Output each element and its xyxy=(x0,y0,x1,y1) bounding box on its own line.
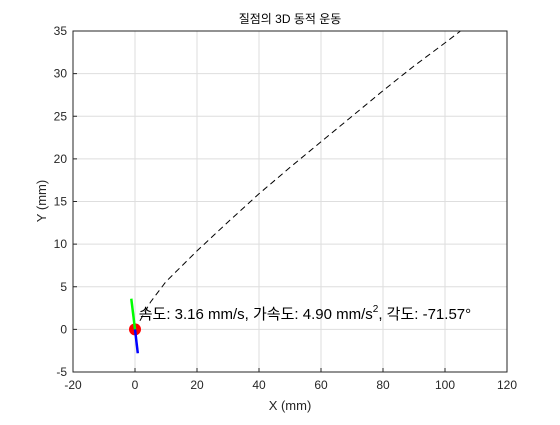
x-tick-label: 20 xyxy=(190,378,204,392)
state-annotation: 속도: 3.16 mm/s, 가속도: 4.90 mm/s2, 각도: -71.… xyxy=(139,304,471,323)
y-tick-label: 15 xyxy=(54,195,68,209)
y-tick-label: 20 xyxy=(54,152,68,166)
y-tick-label: 5 xyxy=(60,280,67,294)
y-tick-label: 0 xyxy=(60,322,67,336)
annotation-superscript: 2 xyxy=(373,304,379,315)
y-tick-label: -5 xyxy=(56,365,67,379)
series-group xyxy=(134,30,461,330)
y-tick-label: 30 xyxy=(54,67,68,81)
annotation-main-text: 속도: 3.16 mm/s, 가속도: 4.90 mm/s xyxy=(139,306,373,323)
x-tick-label: 100 xyxy=(435,378,455,392)
acceleration-vector xyxy=(133,329,140,354)
y-tick-label: 35 xyxy=(54,24,68,38)
x-ticks: -20 0 20 40 60 80 100 120 xyxy=(64,368,517,392)
x-tick-label: -20 xyxy=(64,378,82,392)
y-ticks: -5 0 5 10 15 20 25 30 35 xyxy=(54,24,77,379)
velocity-vector xyxy=(130,298,137,330)
chart-title: 질점의 3D 동적 운동 xyxy=(239,12,342,26)
y-tick-label: 10 xyxy=(54,237,68,251)
y-axis-label: Y (mm) xyxy=(34,180,49,222)
x-tick-label: 40 xyxy=(252,378,266,392)
particle-layer xyxy=(129,298,141,354)
annotation-tail-text: , 각도: -71.57° xyxy=(378,306,471,323)
x-tick-label: 60 xyxy=(314,378,328,392)
trajectory-line xyxy=(134,30,461,330)
x-axis-label: X (mm) xyxy=(269,398,312,413)
x-tick-label: 0 xyxy=(132,378,139,392)
x-tick-label: 120 xyxy=(497,378,517,392)
y-tick-label: 25 xyxy=(54,109,68,123)
x-tick-label: 80 xyxy=(376,378,390,392)
